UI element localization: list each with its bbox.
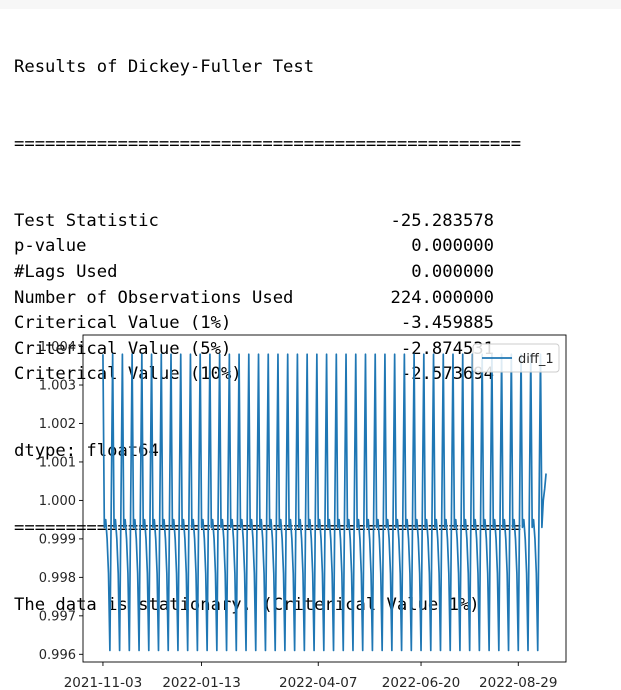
y-tick-label: 0.998: [39, 571, 76, 586]
legend-box: [472, 343, 560, 373]
plot-frame: [82, 334, 567, 663]
result-rows: Test Statistic -25.283578 p-value 0.000000 #…: [14, 209, 521, 388]
result-label: #Lags Used: [14, 261, 118, 282]
result-value: 224.000000: [390, 287, 494, 308]
result-label: Test Statistic: [14, 210, 159, 231]
output-header: Results of Dickey-Fuller Test: [14, 57, 315, 78]
x-tick-label: 2022-06-20: [382, 675, 460, 690]
result-value: 0.000000: [411, 236, 494, 257]
result-label: Criterical Value (5%): [14, 338, 232, 359]
result-row: Test Statistic -25.283578: [14, 209, 494, 235]
y-tick-label: 1.003: [39, 379, 76, 394]
cell-output-top-strip: [0, 0, 621, 9]
y-tick-label: 1.004: [39, 340, 76, 355]
x-tick-label: 2022-04-07: [279, 675, 357, 690]
series-line-diff_1: [102, 353, 547, 652]
result-value: 0.000000: [411, 261, 494, 282]
y-tick-label: 1.001: [39, 455, 76, 470]
result-label: Criterical Value (1%): [14, 313, 232, 334]
result-row: Criterical Value (1%) -3.459885: [14, 311, 494, 337]
y-tick-label: 1.000: [39, 494, 76, 509]
x-tick-label: 2022-08-29: [479, 675, 557, 690]
result-value: -3.459885: [400, 313, 494, 334]
result-label: p-value: [14, 236, 87, 257]
legend-label: diff_1: [518, 352, 554, 367]
y-tick-label: 1.002: [39, 417, 76, 432]
x-tick-label: 2022-01-13: [162, 675, 240, 690]
result-value: -25.283578: [390, 210, 494, 231]
result-row: Criterical Value (5%) -2.874531: [14, 337, 494, 363]
output-separator: ========================================…: [14, 133, 522, 154]
result-row: Number of Observations Used 224.000000: [14, 286, 494, 312]
y-tick-label: 0.996: [39, 648, 76, 663]
y-tick-label: 0.997: [39, 609, 76, 624]
result-label: Number of Observations Used: [14, 287, 294, 308]
result-row: #Lags Used 0.000000: [14, 260, 494, 286]
y-tick-label: 0.999: [39, 532, 76, 547]
dickey-fuller-output: Results of Dickey-Fuller Test ==========…: [14, 4, 521, 644]
x-tick-label: 2021-11-03: [64, 675, 142, 690]
result-row: p-value 0.000000: [14, 234, 494, 260]
diff-line-chart: 0.996 0.997 0.998 0.999 1.000 1.001 1.002 1.003…: [39, 334, 567, 690]
